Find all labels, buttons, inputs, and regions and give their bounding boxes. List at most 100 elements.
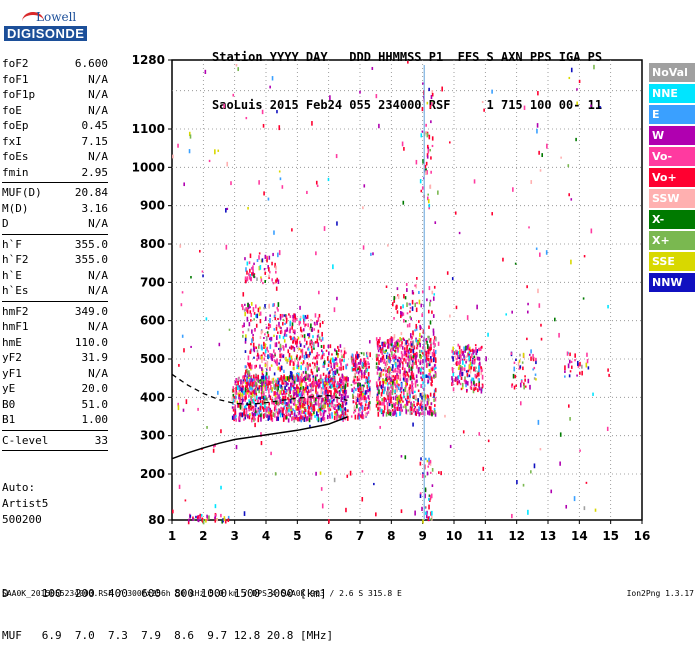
echo-point bbox=[344, 395, 347, 399]
echo-point bbox=[511, 513, 513, 519]
echo-point bbox=[287, 397, 289, 400]
echo-point bbox=[339, 380, 342, 384]
echo-point bbox=[311, 361, 314, 365]
param-row: foF1p N/A bbox=[2, 87, 108, 103]
echo-point bbox=[206, 425, 208, 429]
echo-point bbox=[355, 353, 358, 356]
echo-point bbox=[466, 345, 469, 349]
echo-point bbox=[292, 374, 295, 380]
echo-point bbox=[403, 319, 405, 323]
echo-point bbox=[280, 326, 282, 330]
echo-point bbox=[457, 351, 460, 354]
echo-point bbox=[307, 410, 310, 415]
echo-point bbox=[271, 387, 274, 392]
param-value: 355.0 bbox=[74, 237, 108, 251]
echo-point bbox=[285, 334, 288, 337]
echo-point bbox=[474, 369, 477, 373]
echo-point bbox=[241, 402, 243, 405]
echo-point bbox=[192, 516, 194, 520]
echo-point bbox=[296, 405, 298, 411]
echo-point bbox=[235, 63, 238, 67]
echo-point bbox=[302, 415, 304, 421]
echo-point bbox=[405, 403, 407, 407]
echo-point bbox=[434, 397, 437, 402]
echo-point bbox=[338, 416, 341, 419]
echo-point bbox=[385, 411, 388, 417]
echo-point bbox=[309, 402, 312, 408]
echo-point bbox=[426, 471, 429, 476]
echo-point bbox=[243, 375, 245, 380]
echo-point bbox=[321, 397, 323, 403]
param-name: foE bbox=[2, 103, 22, 117]
echo-point bbox=[265, 326, 268, 329]
echo-point bbox=[397, 338, 399, 343]
echo-point bbox=[233, 414, 235, 419]
echo-point bbox=[465, 359, 468, 362]
echo-point bbox=[214, 519, 217, 523]
echo-point bbox=[518, 359, 521, 363]
echo-point bbox=[421, 352, 424, 355]
echo-point bbox=[431, 383, 433, 387]
echo-point bbox=[279, 313, 282, 319]
echo-point bbox=[532, 368, 534, 371]
echo-point bbox=[428, 368, 431, 372]
echo-point bbox=[419, 324, 421, 329]
echo-point bbox=[338, 383, 341, 389]
echo-point bbox=[253, 374, 255, 379]
digisonde-logo: Lowell DIGISONDE bbox=[4, 10, 88, 50]
echo-point bbox=[411, 403, 414, 409]
param-row: foE N/A bbox=[2, 103, 108, 119]
echo-point bbox=[410, 340, 412, 345]
echo-point bbox=[279, 353, 281, 358]
echo-point bbox=[409, 389, 411, 395]
echo-point bbox=[268, 274, 270, 278]
echo-point bbox=[250, 385, 252, 390]
echo-point bbox=[246, 270, 248, 275]
echo-point bbox=[254, 422, 256, 428]
echo-point bbox=[430, 340, 432, 344]
echo-point bbox=[399, 376, 402, 382]
echo-point bbox=[477, 377, 480, 381]
echo-point bbox=[301, 398, 304, 402]
echo-point bbox=[330, 377, 333, 381]
echo-point bbox=[426, 155, 429, 159]
echo-point bbox=[391, 404, 394, 408]
echo-point bbox=[419, 411, 422, 416]
echo-point bbox=[303, 417, 306, 422]
echo-point bbox=[318, 403, 320, 408]
echo-point bbox=[446, 271, 449, 275]
echo-point bbox=[433, 339, 435, 345]
echo-point bbox=[294, 313, 296, 316]
echo-point bbox=[274, 405, 277, 410]
echo-point bbox=[251, 329, 253, 334]
echo-point bbox=[473, 360, 475, 365]
echo-point bbox=[434, 371, 437, 374]
echo-point bbox=[357, 415, 359, 420]
echo-point bbox=[275, 386, 278, 391]
echo-point bbox=[389, 399, 391, 403]
echo-point bbox=[382, 383, 384, 389]
echo-point bbox=[282, 345, 284, 349]
echo-point bbox=[264, 271, 267, 275]
echo-point bbox=[359, 387, 362, 390]
echo-point bbox=[285, 315, 288, 320]
echo-point bbox=[326, 398, 329, 403]
param-name: h`F2 bbox=[2, 253, 29, 266]
echo-point bbox=[269, 412, 272, 417]
echo-point bbox=[433, 352, 435, 358]
echo-point bbox=[282, 397, 285, 401]
echo-point bbox=[437, 190, 439, 195]
echo-point bbox=[305, 354, 308, 358]
echo-point bbox=[214, 504, 217, 509]
echo-point bbox=[567, 363, 570, 369]
echo-point bbox=[399, 373, 402, 379]
echo-point bbox=[358, 401, 361, 405]
x-tick-label: 8 bbox=[387, 529, 395, 543]
echo-point bbox=[365, 363, 367, 366]
echo-point bbox=[574, 358, 576, 362]
echo-point bbox=[377, 395, 379, 401]
echo-point bbox=[430, 344, 432, 348]
echo-point bbox=[430, 493, 433, 499]
echo-point bbox=[312, 381, 315, 385]
echo-point bbox=[338, 386, 340, 389]
